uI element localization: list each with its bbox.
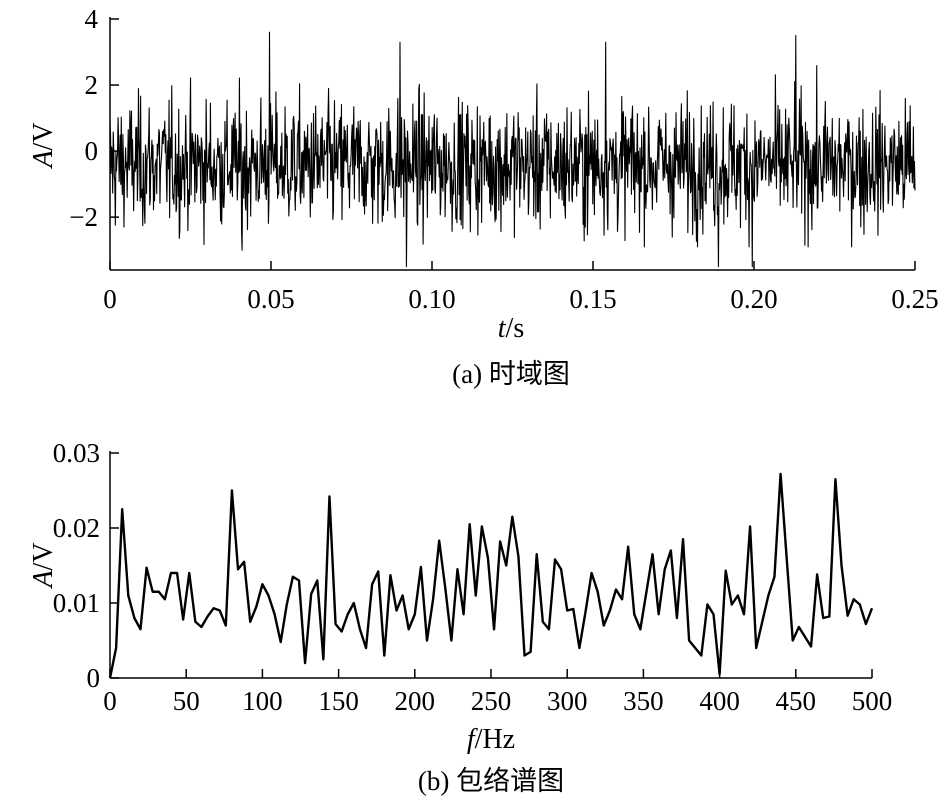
spectrum-y-tick-label: 0 bbox=[87, 663, 101, 693]
spectrum-y-ticks: 0 0.01 0.02 0.03 bbox=[53, 438, 119, 693]
envelope-spectrum-chart: 0 50 100 150 200 250 300 350 400 450 500 0 0.01 0.02… bbox=[28, 438, 892, 796]
spectrum-line bbox=[108, 472, 874, 679]
time-x-tick-label: 0 bbox=[103, 284, 117, 314]
spectrum-x-tick-label: 0 bbox=[103, 686, 117, 716]
spectrum-y-axis-label: A/V bbox=[28, 542, 59, 589]
time-y-axis-label: A/V bbox=[28, 122, 59, 169]
time-y-tick-label: −2 bbox=[69, 202, 98, 232]
spectrum-x-tick-label: 200 bbox=[395, 686, 436, 716]
time-x-axis-label: t/s bbox=[498, 313, 524, 344]
time-y-tick-label: 4 bbox=[85, 4, 99, 34]
time-x-tick-label: 0.25 bbox=[891, 284, 938, 314]
time-x-tick-label: 0.10 bbox=[408, 284, 455, 314]
spectrum-x-tick-label: 350 bbox=[623, 686, 664, 716]
spectrum-x-tick-label: 100 bbox=[242, 686, 283, 716]
time-x-ticks: 0 0.05 0.10 0.15 0.20 0.25 bbox=[103, 261, 939, 314]
time-x-tick-label: 0.05 bbox=[247, 284, 294, 314]
time-x-tick-label: 0.15 bbox=[569, 284, 616, 314]
time-y-tick-label: 2 bbox=[85, 70, 99, 100]
time-x-tick-label: 0.20 bbox=[730, 284, 777, 314]
time-signal-line bbox=[109, 31, 916, 268]
spectrum-y-tick-label: 0.03 bbox=[53, 438, 100, 468]
time-chart-caption: (a) 时域图 bbox=[452, 359, 570, 389]
spectrum-x-tick-label: 50 bbox=[173, 686, 200, 716]
spectrum-y-tick-label: 0.01 bbox=[53, 588, 100, 618]
spectrum-chart-caption: (b) 包络谱图 bbox=[418, 766, 564, 796]
time-domain-chart: 0 0.05 0.10 0.15 0.20 0.25 −2 0 2 4 t/s A/V (a) … bbox=[28, 4, 939, 389]
spectrum-x-tick-label: 500 bbox=[852, 686, 893, 716]
spectrum-x-tick-label: 300 bbox=[547, 686, 588, 716]
spectrum-x-tick-label: 250 bbox=[471, 686, 512, 716]
spectrum-x-axis-label: f/Hz bbox=[467, 724, 515, 755]
spectrum-x-tick-label: 400 bbox=[699, 686, 740, 716]
time-axes bbox=[109, 17, 915, 271]
time-y-ticks: −2 0 2 4 bbox=[69, 4, 119, 232]
spectrum-x-tick-label: 450 bbox=[776, 686, 817, 716]
spectrum-x-tick-label: 150 bbox=[318, 686, 359, 716]
spectrum-x-ticks: 0 50 100 150 200 250 300 350 400 450 500 bbox=[103, 669, 892, 716]
time-y-tick-label: 0 bbox=[85, 136, 99, 166]
spectrum-y-tick-label: 0.02 bbox=[53, 513, 100, 543]
